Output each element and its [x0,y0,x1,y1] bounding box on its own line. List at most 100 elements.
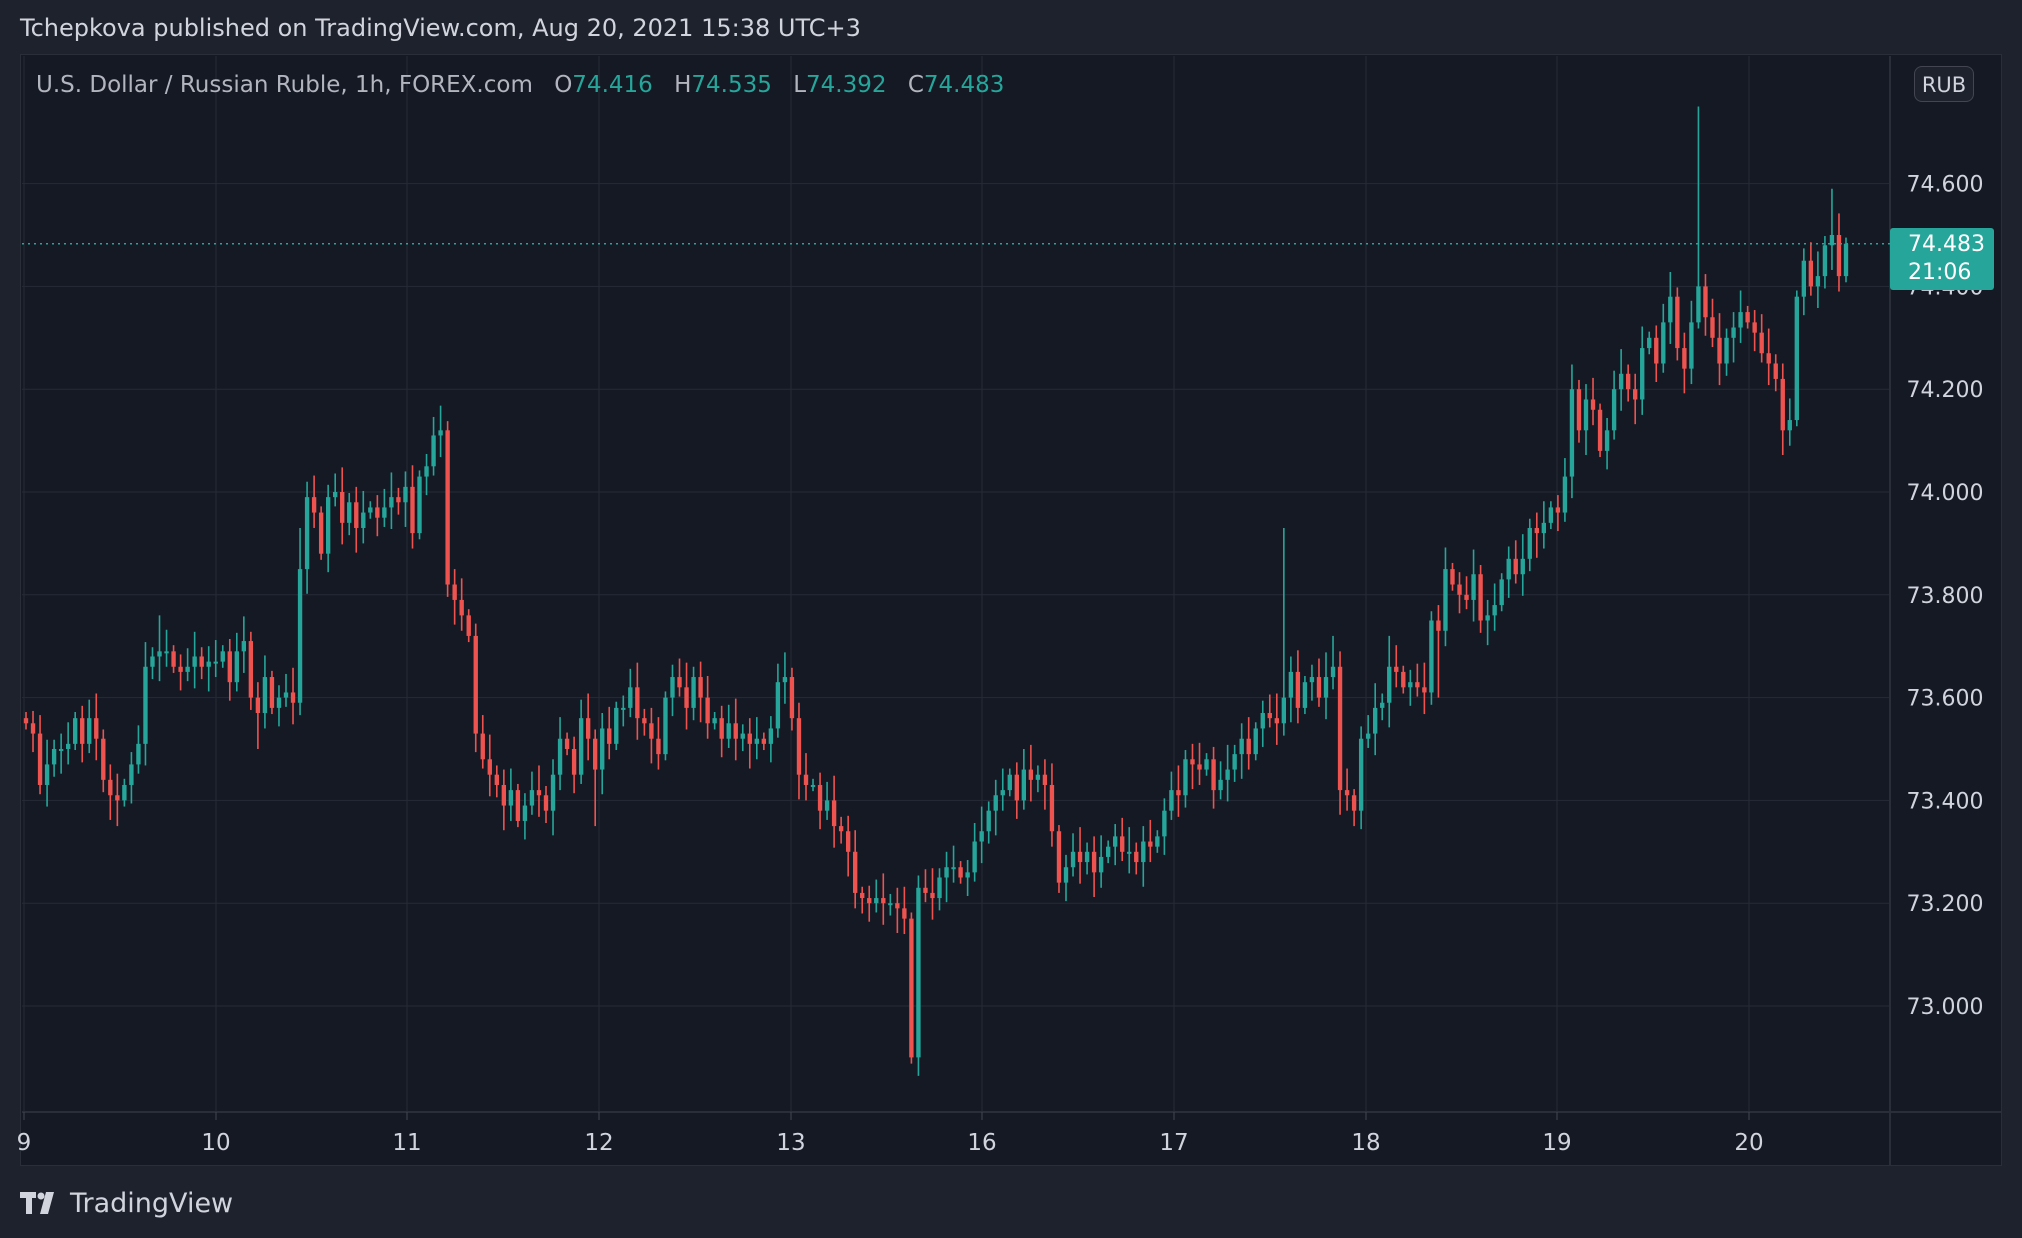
candle-up [1794,296,1799,421]
candle-down [1267,713,1272,719]
candle-up [951,867,956,870]
candle-up [1127,851,1132,854]
candle-down [845,831,851,852]
candle-up [916,887,921,1058]
x-tick-label: 11 [392,1130,421,1156]
candle-down [677,677,682,688]
candle-up [1583,399,1589,431]
candle-down [705,697,710,724]
candle-down [30,723,36,734]
candle-up [389,497,394,508]
candle-down [1836,235,1842,277]
y-tick-label: 73.000 [1907,995,1984,1020]
candle-up [824,800,830,811]
candle-up [1000,790,1005,796]
candle-down [1710,317,1715,338]
candle-down [1555,507,1561,513]
candle-down [1211,759,1216,791]
candle-down [375,507,380,518]
candle-down [473,635,478,734]
candle-up [1113,836,1118,847]
candle-up [965,872,970,878]
candle-up [1443,569,1448,631]
currency-button[interactable]: RUB [1914,66,1974,102]
x-tick-label: 18 [1351,1130,1380,1156]
candle-up [192,656,197,667]
tradingview-logo-icon [20,1192,54,1214]
candle-down [607,728,612,744]
published-info: Tchepkova published on TradingView.com, … [20,14,861,42]
candle-up [614,707,619,744]
bar-countdown: 21:06 [1908,260,1972,285]
candle-down [860,892,865,899]
candle-up [670,677,675,698]
candle-up [726,723,731,739]
candle-up [304,497,310,570]
tradingview-logo[interactable]: TradingView [20,1188,233,1219]
candle-down [1513,558,1518,575]
candle-up [1162,810,1167,837]
candle-up [1288,671,1294,698]
candle-down [1464,594,1469,600]
candle-down [1077,851,1083,863]
candle-down [796,718,802,775]
candle-up [234,651,239,683]
candle-down [684,687,689,708]
candle-down [1576,389,1582,431]
candle-up [628,687,633,708]
candle-up [1309,677,1315,683]
candle-down [1337,666,1343,791]
candle-down [831,800,837,827]
chart-pane[interactable] [20,54,2002,1166]
candle-up [1098,856,1104,873]
candle-up [1225,769,1230,780]
candle-down [1014,774,1019,801]
candle-up [185,666,190,672]
candle-up [1787,420,1792,431]
candle-up [810,784,816,787]
y-tick-label: 74.000 [1907,481,1984,506]
y-axis[interactable]: 73.000 73.200 73.400 73.600 73.800 74.000 74.2… [1907,173,1984,1020]
close-label: C [907,72,924,98]
candle-down [902,908,907,919]
candle-down [487,759,492,775]
candle-up [768,728,774,744]
candle-up [663,697,668,755]
candle-up [1021,769,1027,801]
candle-down [853,851,858,893]
candle-down [318,512,324,554]
candle-down [593,738,598,770]
candle-down [1717,337,1722,364]
y-tick-label: 74.600 [1907,173,1984,198]
candle-down [1351,795,1357,811]
candle-up [557,738,563,775]
candle-up [87,718,92,744]
candle-up [347,502,352,523]
candle-down [494,774,499,785]
close-value: 74.483 [923,72,1005,98]
candle-up [979,831,984,842]
candle-up [297,569,303,703]
candle-down [838,826,844,832]
candle-down [227,651,232,683]
candle-up [1731,327,1736,338]
candle-up [621,707,626,710]
candle-down [1056,831,1062,883]
candle-down [1457,584,1462,595]
candle-down [1633,389,1638,400]
candle-down [1316,677,1322,698]
candle-down [1780,378,1785,431]
symbol-title[interactable]: U.S. Dollar / Russian Ruble, 1h, FOREX.c… [36,72,533,98]
candle-up [1527,527,1532,559]
candle-down [1675,296,1680,349]
x-axis[interactable]: 9 10 11 12 13 16 17 18 19 20 [17,1112,1764,1156]
candle-down [585,718,591,739]
open-label: O [554,72,573,98]
candle-down [1176,790,1181,796]
candle-up [1471,574,1476,600]
low-label: L [793,72,807,98]
candle-up [578,718,584,775]
candle-up [213,661,218,664]
last-price-value: 74.483 [1908,232,1985,257]
